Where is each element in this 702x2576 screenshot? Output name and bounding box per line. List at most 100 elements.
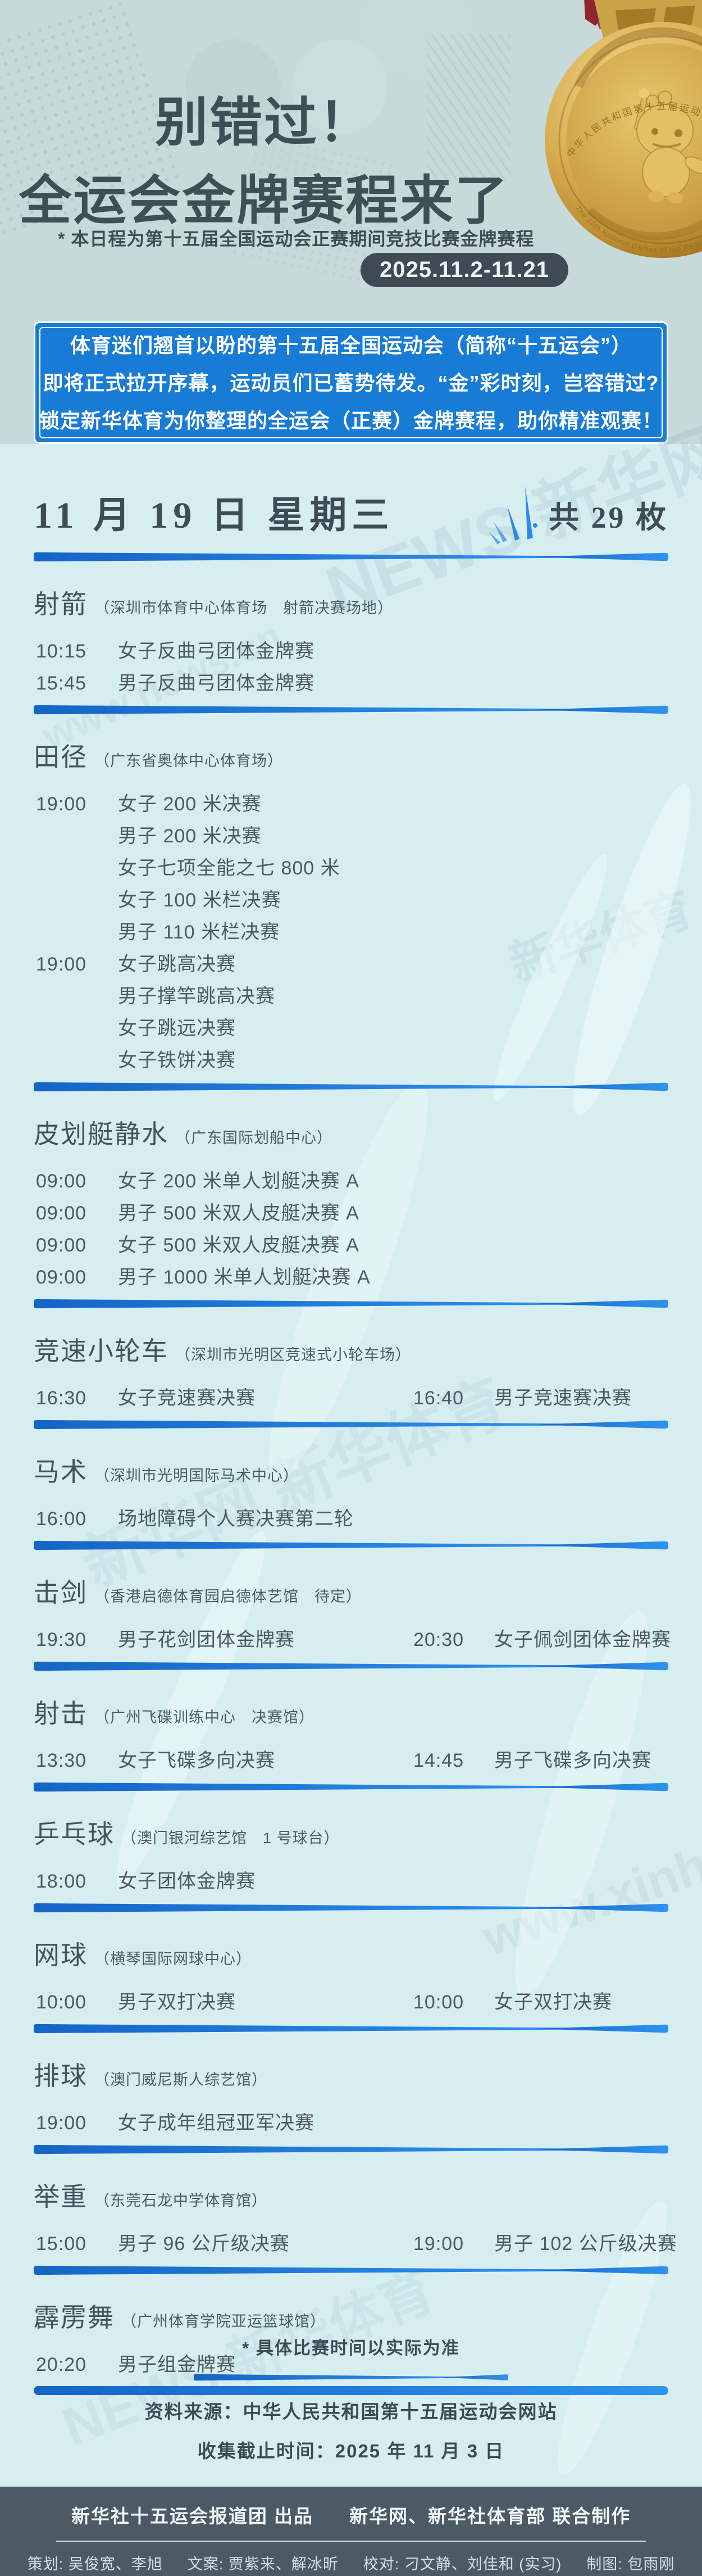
event-title: 男子组金牌赛: [118, 2354, 236, 2375]
sport-section: 射箭 （深圳市体育中心体育场 射箭决赛场地） 10:15 女子反曲弓团体金牌赛 1…: [34, 588, 668, 715]
event-time: 10:15: [36, 641, 87, 662]
event-title: 女子反曲弓团体金牌赛: [118, 641, 314, 662]
producer-label: 新华社十五运会报道团 出品: [71, 2506, 313, 2527]
event-rows: 15:00 男子 96 公斤级决赛 19:00 男子 102 公斤级决赛: [34, 2233, 677, 2255]
section-divider-line: [34, 1903, 668, 1913]
intro-line: 锁定新华体育为你整理的全运会（正赛）金牌赛程，助你精准观赛！: [39, 409, 663, 432]
event-row: 09:00 男子 1000 米单人划艇决赛 A: [34, 1267, 668, 1288]
credit-proofreading: 校对: 刁文静、刘佳和 (实习): [363, 2556, 562, 2573]
sport-name: 田径: [34, 742, 88, 772]
event-rows: 19:00 女子成年组冠亚军决赛: [34, 2112, 668, 2134]
event-title: 女子铁饼决赛: [118, 1050, 236, 1071]
sport-name: 排球: [34, 2061, 88, 2090]
credit-copy: 文案: 贾紫来、解冰昕: [187, 2556, 339, 2573]
event-row: 10:00 男子双打决赛 10:00 女子双打决赛: [34, 1992, 668, 2013]
event-row: 09:00 男子 500 米双人皮艇决赛 A: [34, 1203, 668, 1224]
event-row: 男子撑竿跳高决赛: [34, 986, 668, 1007]
sport-name: 马术: [34, 1457, 88, 1486]
event-time: 19:00: [36, 793, 87, 815]
event-title-col2: 女子佩剑团体金牌赛: [494, 1629, 671, 1650]
event-title: 女子七项全能之七 800 米: [118, 858, 340, 879]
sport-sections: 射箭 （深圳市体育中心体育场 射箭决赛场地） 10:15 女子反曲弓团体金牌赛 1…: [34, 588, 677, 2375]
sport-venue: （深圳市光明国际马术中心）: [94, 1467, 299, 1484]
poster-title-line2: 全运会金牌赛程来了: [19, 171, 509, 230]
event-title: 女子跳高决赛: [118, 954, 236, 975]
sport-section: 击剑 （香港启德体育园启德体艺馆 待定） 19:30 男子花剑团体金牌赛 20:3…: [34, 1576, 671, 1671]
event-title: 男子花剑团体金牌赛: [118, 1629, 295, 1650]
event-row: 女子七项全能之七 800 米: [34, 858, 668, 879]
sport-venue: （广东省奥体中心体育场）: [94, 752, 283, 769]
date-range-badge: 2025.11.2-11.21: [361, 253, 568, 287]
event-rows: 09:00 女子 200 米单人划艇决赛 A 09:00 男子 500 米双人皮…: [34, 1171, 668, 1288]
sport-venue: （东莞石龙中学体育馆）: [94, 2192, 267, 2209]
sport-venue: （深圳市光明区竞速式小轮车场）: [175, 1346, 411, 1363]
sport-name: 乒乓球: [34, 1820, 115, 1849]
event-title: 女子 100 米栏决赛: [118, 890, 281, 911]
event-time: 18:00: [36, 1871, 87, 1892]
event-title: 女子成年组冠亚军决赛: [118, 2112, 314, 2134]
event-title: 男子 200 米决赛: [118, 826, 262, 847]
medal-mascot: [633, 88, 702, 203]
event-time: 09:00: [36, 1203, 87, 1224]
event-time: 19:30: [36, 1629, 87, 1650]
poster-subtitle: * 本日程为第十五届全国运动会正赛期间竞技比赛金牌赛程: [58, 229, 535, 249]
event-row: 19:00 女子成年组冠亚军决赛: [34, 2112, 668, 2134]
event-title: 女子飞碟多向决赛: [118, 1750, 275, 1771]
date-block: 11 月 19 日 星期三 共 29 枚: [34, 444, 668, 562]
data-source: 资料来源：中华人民共和国第十五届运动会网站: [144, 2401, 558, 2422]
event-title: 场地障碍个人赛决赛第二轮: [118, 1508, 354, 1530]
poster-title-line1: 别错过！: [154, 93, 373, 152]
sport-section: 乒乓球 （澳门银河综艺馆 1 号球台） 18:00 女子团体金牌赛: [34, 1818, 668, 1913]
section-divider-line: [34, 1661, 668, 1671]
event-row: 19:00 女子跳高决赛: [34, 954, 668, 975]
event-rows: 19:00 女子 200 米决赛 男子 200 米决赛 女子七项全能之七 800…: [34, 793, 668, 1071]
sport-venue: （深圳市体育中心体育场 射箭决赛场地）: [94, 600, 393, 616]
event-title: 男子 96 公斤级决赛: [118, 2233, 290, 2255]
section-divider-line: [34, 1540, 668, 1550]
sport-venue: （香港启德体育园启德体艺馆 待定）: [94, 1588, 362, 1605]
event-time-col2: 19:00: [413, 2233, 464, 2255]
event-title: 男子 500 米双人皮艇决赛 A: [118, 1203, 359, 1224]
event-row: 13:30 女子飞碟多向决赛 14:45 男子飞碟多向决赛: [34, 1750, 668, 1771]
sport-name: 射箭: [34, 589, 88, 619]
event-row: 20:20 男子组金牌赛: [34, 2354, 668, 2375]
schedule-main: 11 月 19 日 星期三 共 29 枚: [34, 444, 677, 2395]
event-time-col2: 14:45: [413, 1750, 464, 1771]
event-row: 16:30 女子竞速赛决赛 16:40 男子竞速赛决赛: [34, 1387, 668, 1409]
event-time: 10:00: [36, 1992, 87, 2013]
sport-section: 排球 （澳门威尼斯人综艺馆） 19:00 女子成年组冠亚军决赛: [34, 2060, 668, 2155]
event-row: 09:00 女子 500 米双人皮艇决赛 A: [34, 1235, 668, 1256]
poster-title: 别错过！ 全运会金牌赛程来了: [0, 83, 528, 239]
end-bar: [34, 2386, 668, 2395]
intro-line: 即将正式拉开序幕，运动员们已蓄势待发。“金”彩时刻，岂容错过?: [43, 371, 659, 394]
sport-name: 网球: [34, 1940, 88, 1970]
section-divider-line: [34, 1082, 668, 1092]
event-title: 男子 110 米栏决赛: [118, 922, 280, 943]
event-row: 18:00 女子团体金牌赛: [34, 1871, 668, 1892]
event-time: 20:20: [36, 2354, 87, 2375]
section-divider-line: [34, 2144, 668, 2155]
event-time-col2: 20:30: [413, 1629, 464, 1650]
section-divider-line: [34, 2265, 668, 2275]
event-row: 10:15 女子反曲弓团体金牌赛: [34, 641, 668, 662]
event-rows: 16:00 场地障碍个人赛决赛第二轮: [34, 1508, 668, 1530]
schedule-disclaimer: * 具体比赛时间以实际为准: [242, 2338, 460, 2358]
sport-section: 马术 （深圳市光明国际马术中心） 16:00 场地障碍个人赛决赛第二轮: [34, 1455, 668, 1550]
event-rows: 10:00 男子双打决赛 10:00 女子双打决赛: [34, 1992, 668, 2013]
section-divider-line: [34, 1782, 668, 1792]
section-divider-line: [34, 1419, 668, 1430]
sport-venue: （澳门威尼斯人综艺馆）: [94, 2071, 267, 2088]
sport-venue: （广东国际划船中心）: [175, 1130, 332, 1146]
sport-venue: （澳门银河综艺馆 1 号球台）: [121, 1830, 340, 1847]
event-title: 男子撑竿跳高决赛: [118, 986, 275, 1007]
event-title: 女子 200 米决赛: [118, 793, 262, 815]
sport-venue: （广州飞碟训练中心 决赛馆）: [94, 1709, 314, 1726]
event-row: 19:00 女子 200 米决赛: [34, 793, 668, 815]
circle-pattern: [185, 39, 281, 135]
zigzag-pattern: [427, 34, 511, 180]
pre-footer: * 具体比赛时间以实际为准 资料来源：中华人民共和国第十五届运动会网站 收集截止…: [0, 2334, 702, 2487]
date-heading: 11 月 19 日 星期三: [34, 495, 394, 536]
event-row: 女子铁饼决赛: [34, 1050, 668, 1071]
event-time-col2: 16:40: [413, 1387, 464, 1409]
footer-band: 新华社十五运会报道团 出品 新华网、新华社体育部 联合制作 策划: 吴俊宽、李旭…: [0, 2487, 702, 2576]
